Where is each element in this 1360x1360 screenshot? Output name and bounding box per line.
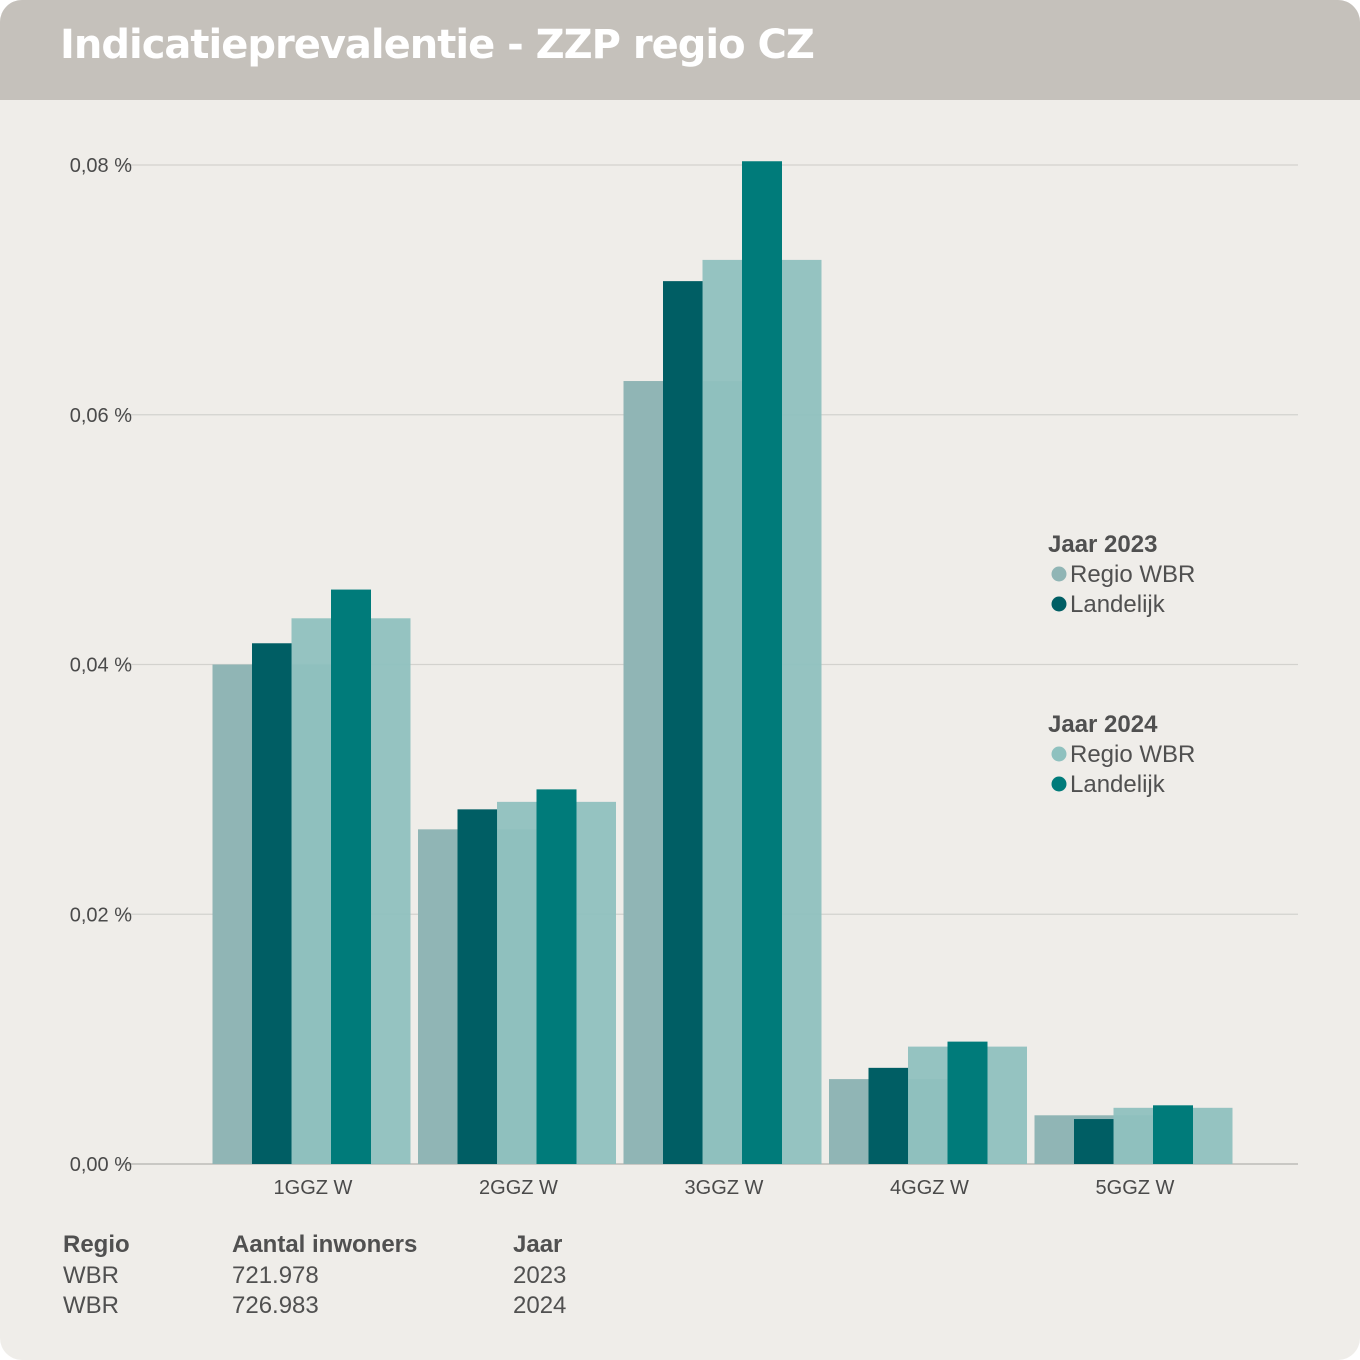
info-row-2-jaar: 2024 xyxy=(513,1292,567,1319)
y-tick-label: 0,04 % xyxy=(70,655,132,677)
legend-item-label: Landelijk xyxy=(1070,591,1166,618)
bar-landelijk-2024 xyxy=(742,161,782,1164)
legend: Jaar 2023 Regio WBR Landelijk Jaar 2024 Regi… xyxy=(1048,531,1195,798)
bar-landelijk-2023 xyxy=(663,281,703,1164)
x-tick-label: 4GGZ W xyxy=(890,1177,969,1199)
legend-swatch xyxy=(1051,746,1067,762)
bar-landelijk-2023 xyxy=(1074,1119,1114,1164)
bar-landelijk-2023 xyxy=(252,643,292,1164)
x-tick-label: 5GGZ W xyxy=(1096,1177,1175,1199)
legend-item-label: Regio WBR xyxy=(1070,741,1195,768)
y-tick-label: 0,08 % xyxy=(70,155,132,177)
header-bar: Indicatieprevalentie - ZZP regio CZ xyxy=(0,0,1360,100)
info-row-1-inwoners: 721.978 xyxy=(232,1262,319,1289)
info-row-1-regio: WBR xyxy=(63,1262,119,1289)
page-title: Indicatieprevalentie - ZZP regio CZ xyxy=(60,22,815,68)
x-axis-ticks: 1GGZ W 2GGZ W 3GGZ W 4GGZ W 5GGZ W xyxy=(274,1177,1175,1199)
y-tick-label: 0,00 % xyxy=(70,1154,132,1176)
info-row-1-jaar: 2023 xyxy=(513,1262,567,1289)
legend-swatch xyxy=(1051,596,1067,612)
legend-swatch xyxy=(1051,776,1067,792)
legend-swatch xyxy=(1051,566,1067,582)
bar-landelijk-2024 xyxy=(1153,1105,1193,1164)
bar-landelijk-2023 xyxy=(868,1067,909,1164)
bar-landelijk-2024 xyxy=(331,589,371,1164)
bar-landelijk-2023 xyxy=(457,809,498,1164)
bar-landelijk-2024 xyxy=(536,789,577,1164)
bars xyxy=(212,161,1233,1164)
x-tick-label: 2GGZ W xyxy=(479,1177,558,1199)
info-row-2-regio: WBR xyxy=(63,1292,119,1319)
legend-item-label: Regio WBR xyxy=(1070,561,1195,588)
legend-item-label: Landelijk xyxy=(1070,771,1166,798)
info-header-regio: Regio xyxy=(63,1231,130,1258)
legend-group-title: Jaar 2023 xyxy=(1048,531,1157,558)
info-header-jaar: Jaar xyxy=(513,1231,563,1258)
info-header-inwoners: Aantal inwoners xyxy=(232,1231,418,1258)
x-tick-label: 3GGZ W xyxy=(685,1177,764,1199)
x-tick-label: 1GGZ W xyxy=(274,1177,353,1199)
y-tick-label: 0,06 % xyxy=(70,405,132,427)
y-tick-label: 0,02 % xyxy=(70,904,132,926)
legend-group-title: Jaar 2024 xyxy=(1048,711,1158,738)
y-axis-ticks: 0,00 % 0,02 % 0,04 % 0,06 % 0,08 % xyxy=(70,155,132,1176)
info-row-2-inwoners: 726.983 xyxy=(232,1292,319,1319)
bar-landelijk-2024 xyxy=(947,1041,988,1164)
